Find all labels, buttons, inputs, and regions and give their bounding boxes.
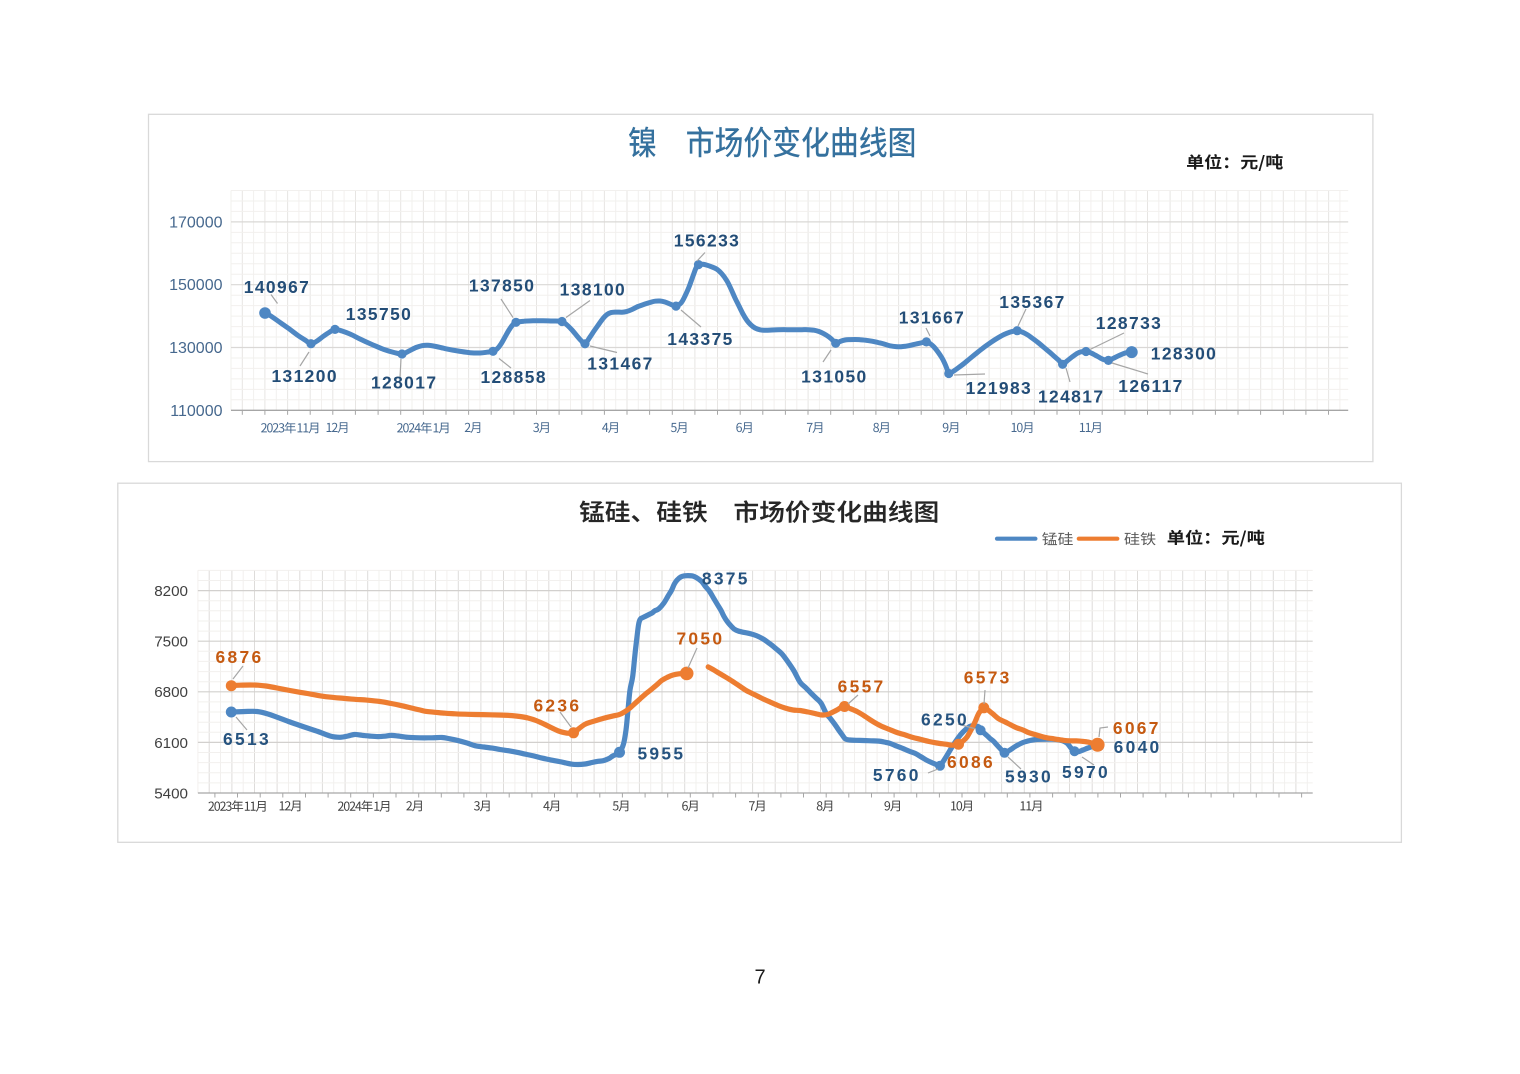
svg-text:6086: 6086 xyxy=(947,752,995,772)
svg-text:6236: 6236 xyxy=(533,696,581,716)
svg-text:128858: 128858 xyxy=(480,367,546,387)
svg-text:5955: 5955 xyxy=(637,743,685,763)
svg-text:131467: 131467 xyxy=(587,354,653,374)
svg-text:170000: 170000 xyxy=(169,214,222,231)
svg-text:6557: 6557 xyxy=(838,677,886,697)
svg-text:6250: 6250 xyxy=(921,709,969,729)
svg-text:6876: 6876 xyxy=(216,647,264,667)
svg-text:6513: 6513 xyxy=(223,729,271,749)
svg-text:121983: 121983 xyxy=(966,378,1032,398)
svg-text:126117: 126117 xyxy=(1118,376,1183,396)
svg-text:6100: 6100 xyxy=(154,735,188,752)
svg-text:130000: 130000 xyxy=(169,340,222,357)
svg-text:5970: 5970 xyxy=(1062,762,1110,782)
svg-text:128300: 128300 xyxy=(1151,344,1217,364)
svg-text:8375: 8375 xyxy=(702,568,750,588)
svg-text:5930: 5930 xyxy=(1005,767,1053,787)
svg-text:131050: 131050 xyxy=(801,367,867,387)
svg-text:138100: 138100 xyxy=(560,280,626,300)
svg-text:5760: 5760 xyxy=(873,765,921,785)
svg-text:5400: 5400 xyxy=(154,785,188,802)
svg-text:137850: 137850 xyxy=(469,276,535,296)
svg-text:7050: 7050 xyxy=(676,628,724,648)
svg-text:8200: 8200 xyxy=(154,583,188,600)
svg-text:128017: 128017 xyxy=(371,372,437,392)
svg-text:135367: 135367 xyxy=(999,292,1065,312)
svg-text:131667: 131667 xyxy=(899,308,965,328)
svg-text:110000: 110000 xyxy=(170,403,222,420)
svg-text:6067: 6067 xyxy=(1113,718,1161,738)
svg-text:140967: 140967 xyxy=(244,277,310,297)
svg-text:7: 7 xyxy=(754,966,765,988)
svg-text:7500: 7500 xyxy=(154,634,188,651)
svg-text:150000: 150000 xyxy=(169,277,222,294)
svg-text:156233: 156233 xyxy=(674,231,740,251)
svg-text:6040: 6040 xyxy=(1114,737,1162,757)
svg-text:6800: 6800 xyxy=(154,684,188,701)
svg-text:135750: 135750 xyxy=(346,304,412,324)
svg-text:6573: 6573 xyxy=(964,667,1012,687)
svg-text:128733: 128733 xyxy=(1096,313,1162,333)
svg-text:124817: 124817 xyxy=(1038,387,1104,407)
svg-text:143375: 143375 xyxy=(667,329,733,349)
svg-text:131200: 131200 xyxy=(271,366,337,386)
